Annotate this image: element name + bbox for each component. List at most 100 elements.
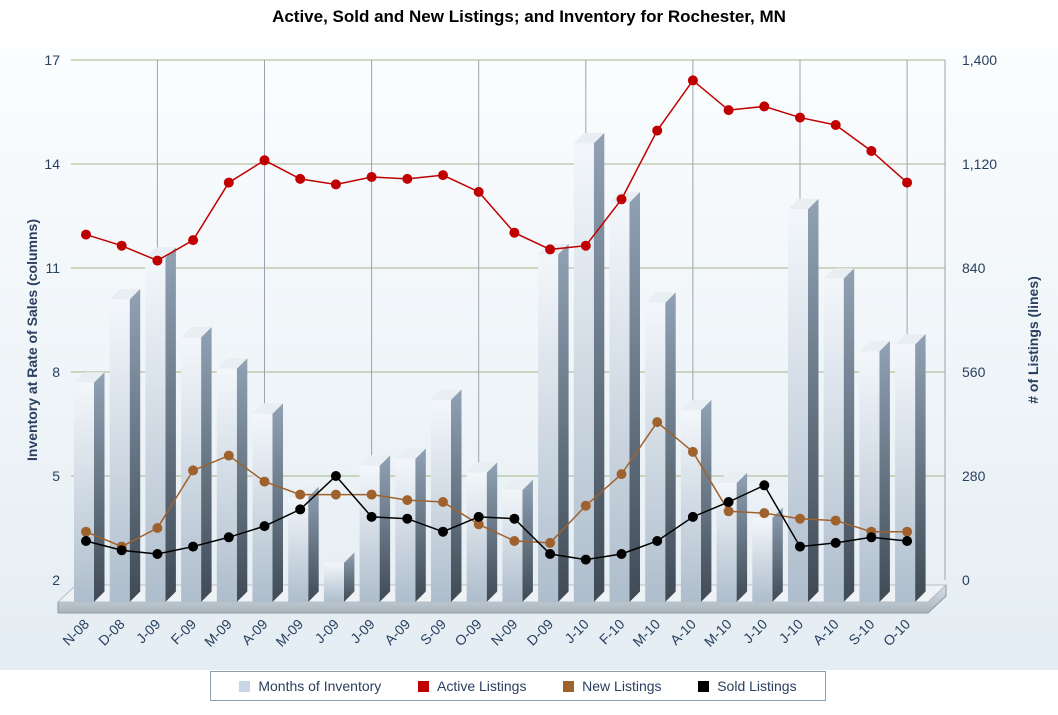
- data-point: [687, 511, 698, 522]
- legend-label: Active Listings: [436, 678, 527, 694]
- bar-side: [522, 479, 533, 602]
- data-point: [366, 489, 377, 500]
- legend-swatch: [698, 680, 710, 692]
- data-point: [759, 508, 770, 519]
- bar-side: [343, 552, 355, 602]
- data-point: [473, 519, 484, 530]
- bar-side: [772, 507, 783, 602]
- data-point: [652, 125, 663, 136]
- data-point: [116, 545, 127, 556]
- bar-front: [895, 344, 916, 602]
- legend-swatch: [563, 680, 575, 692]
- bar-top: [716, 472, 748, 484]
- bar: [323, 552, 355, 602]
- data-point: [616, 549, 627, 559]
- data-point: [580, 500, 591, 511]
- series-line: [81, 471, 913, 565]
- series-line-path: [85, 474, 908, 561]
- data-point: [687, 75, 698, 86]
- data-point: [402, 173, 413, 184]
- bar-top: [680, 399, 712, 411]
- bar-front: [573, 143, 594, 602]
- data-point: [330, 489, 341, 500]
- legend-swatch: [417, 680, 429, 692]
- data-point: [723, 506, 734, 517]
- bar-top: [895, 333, 926, 345]
- data-point: [438, 497, 448, 507]
- bar-side: [308, 486, 319, 602]
- data-point: [687, 446, 698, 457]
- bar-top: [74, 372, 105, 383]
- legend-swatch: [239, 680, 251, 692]
- bar-front: [74, 382, 94, 602]
- data-point: [223, 532, 234, 543]
- bar-side: [558, 243, 569, 603]
- data-point: [723, 105, 734, 116]
- data-point: [81, 536, 91, 546]
- bar-front: [859, 351, 880, 602]
- bar: [288, 486, 319, 602]
- lines-layer: [81, 75, 913, 565]
- bar-side: [665, 292, 676, 602]
- chart-legend: Months of Inventory Active Listings New Li…: [210, 671, 826, 701]
- series-line: [81, 75, 913, 266]
- bar-front: [823, 278, 844, 602]
- legend-label: New Listings: [582, 678, 662, 694]
- bar-side: [415, 448, 426, 602]
- bar-side: [700, 399, 712, 602]
- data-point: [652, 417, 663, 428]
- bar-front: [216, 368, 237, 602]
- data-point: [830, 120, 841, 130]
- bar: [252, 403, 283, 602]
- legend-item: New Listings: [563, 678, 662, 694]
- bar-side: [379, 455, 391, 602]
- data-point: [152, 523, 163, 533]
- bar-front: [752, 517, 773, 602]
- data-point: [545, 537, 556, 548]
- data-point: [223, 450, 234, 461]
- data-point: [188, 235, 199, 246]
- data-point: [259, 521, 270, 532]
- bar-front: [359, 465, 380, 602]
- data-point: [81, 229, 91, 240]
- bar: [716, 472, 748, 602]
- data-point: [616, 469, 627, 480]
- data-point: [188, 465, 199, 476]
- bar: [752, 507, 783, 602]
- bar-top: [859, 340, 890, 352]
- data-point: [438, 170, 448, 181]
- bar: [895, 333, 926, 602]
- data-point: [795, 541, 805, 552]
- y-left-tick-label: 17: [44, 52, 60, 68]
- bar-side: [94, 372, 105, 602]
- data-point: [259, 476, 270, 487]
- bar-top: [109, 288, 141, 300]
- bar: [109, 288, 141, 602]
- y-left-tick-label: 14: [44, 156, 60, 172]
- chart-title: Active, Sold and New Listings; and Inven…: [272, 7, 786, 26]
- bar: [859, 340, 890, 602]
- bar-front: [645, 302, 666, 602]
- bar-front: [395, 458, 416, 602]
- bar-front: [609, 202, 630, 603]
- bar-top: [359, 455, 391, 466]
- bar: [431, 389, 462, 602]
- data-point: [295, 504, 306, 515]
- bar: [216, 358, 248, 602]
- data-point: [438, 526, 448, 537]
- bar-side: [808, 198, 819, 602]
- data-point: [509, 227, 520, 238]
- data-point: [366, 511, 377, 522]
- data-point: [616, 194, 627, 205]
- series-line-path: [85, 421, 908, 548]
- data-point: [509, 513, 520, 524]
- bar: [645, 292, 676, 602]
- bar-top: [216, 358, 248, 369]
- bar-side: [915, 333, 926, 602]
- data-point: [902, 536, 913, 546]
- data-point: [580, 554, 591, 565]
- data-point: [580, 240, 591, 251]
- legend-item: Active Listings: [417, 678, 527, 694]
- data-point: [795, 112, 805, 123]
